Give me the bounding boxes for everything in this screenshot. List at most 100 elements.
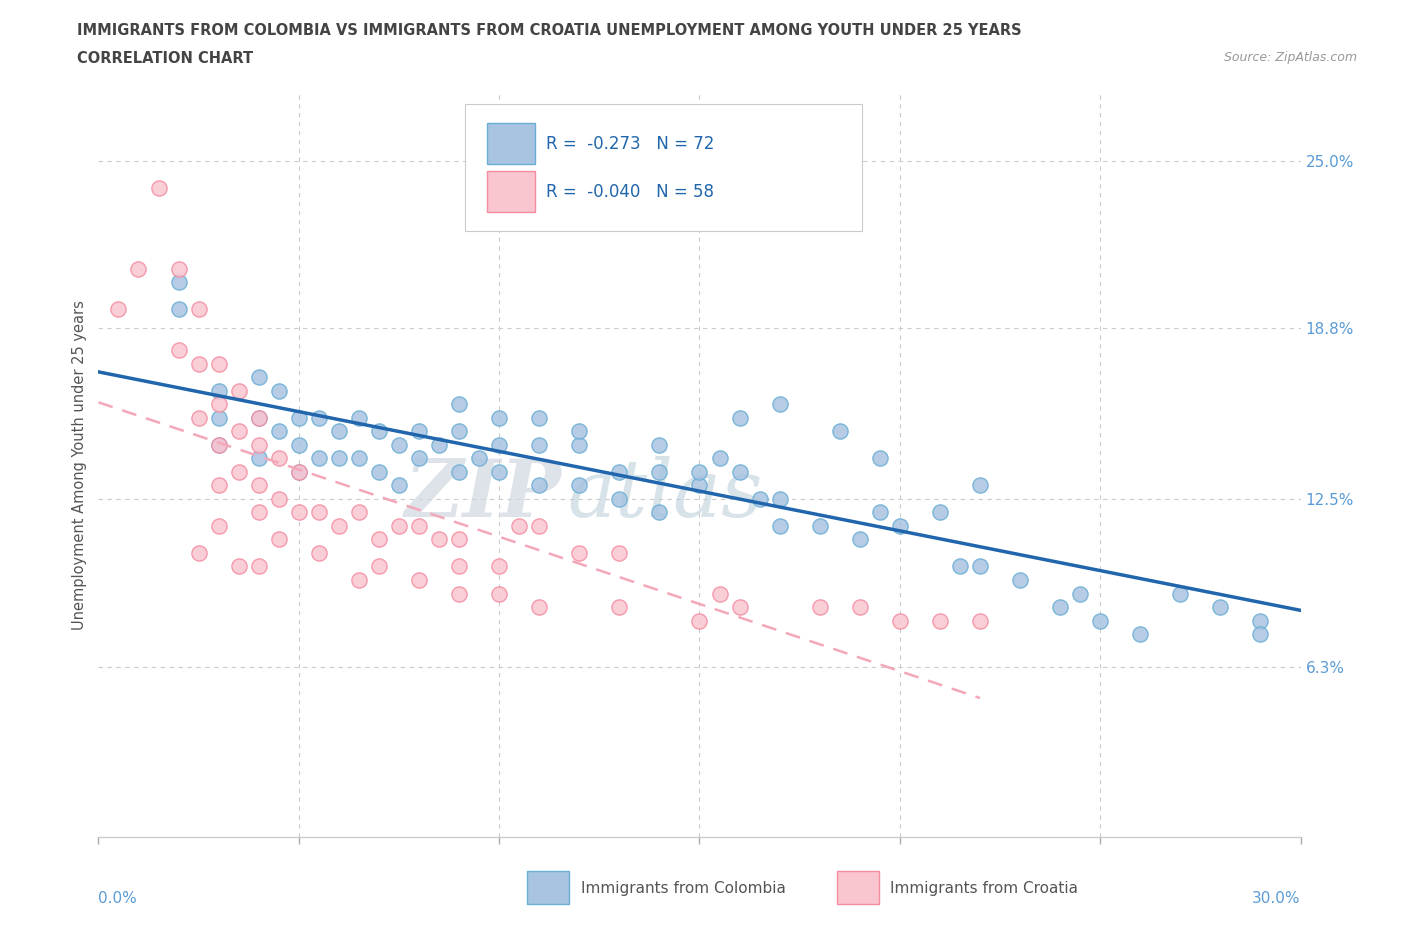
Point — [768, 518, 790, 533]
Point — [347, 410, 370, 425]
Point — [568, 546, 591, 561]
Point — [427, 532, 450, 547]
Point — [688, 613, 710, 628]
Point — [969, 613, 991, 628]
Point — [228, 559, 250, 574]
Point — [688, 464, 710, 479]
Point — [869, 451, 891, 466]
Point — [1250, 613, 1272, 628]
Point — [308, 451, 330, 466]
Point — [247, 410, 270, 425]
Point — [208, 356, 231, 371]
Point — [288, 505, 311, 520]
Point — [1250, 627, 1272, 642]
Point — [208, 383, 231, 398]
Point — [267, 491, 290, 506]
Point — [869, 505, 891, 520]
Point — [447, 397, 470, 412]
Y-axis label: Unemployment Among Youth under 25 years: Unemployment Among Youth under 25 years — [72, 300, 87, 630]
Point — [388, 518, 411, 533]
Point — [488, 410, 510, 425]
Point — [167, 261, 190, 276]
Point — [167, 342, 190, 357]
Point — [347, 505, 370, 520]
Point — [929, 505, 952, 520]
Point — [368, 464, 391, 479]
Point — [247, 410, 270, 425]
Point — [529, 518, 551, 533]
Point — [308, 410, 330, 425]
Point — [347, 451, 370, 466]
Point — [808, 600, 831, 615]
Point — [748, 491, 770, 506]
Point — [408, 424, 430, 439]
Point — [488, 437, 510, 452]
Point — [728, 600, 751, 615]
Point — [107, 302, 129, 317]
Point — [148, 180, 170, 195]
Point — [267, 532, 290, 547]
Point — [728, 410, 751, 425]
Point — [167, 275, 190, 290]
Point — [1209, 600, 1232, 615]
Point — [1170, 586, 1192, 601]
Point — [308, 546, 330, 561]
Point — [267, 451, 290, 466]
Point — [709, 451, 731, 466]
Point — [228, 464, 250, 479]
Point — [508, 518, 530, 533]
Point — [208, 397, 231, 412]
Point — [267, 383, 290, 398]
Point — [488, 464, 510, 479]
Text: CORRELATION CHART: CORRELATION CHART — [77, 51, 253, 66]
Text: IMMIGRANTS FROM COLOMBIA VS IMMIGRANTS FROM CROATIA UNEMPLOYMENT AMONG YOUTH UND: IMMIGRANTS FROM COLOMBIA VS IMMIGRANTS F… — [77, 23, 1022, 38]
Point — [288, 410, 311, 425]
Point — [328, 424, 350, 439]
Text: 0.0%: 0.0% — [98, 891, 138, 906]
Point — [529, 478, 551, 493]
Point — [368, 532, 391, 547]
Point — [949, 559, 972, 574]
Point — [609, 600, 631, 615]
FancyBboxPatch shape — [465, 104, 862, 231]
Text: R =  -0.040   N = 58: R = -0.040 N = 58 — [546, 183, 714, 201]
Text: R =  -0.273   N = 72: R = -0.273 N = 72 — [546, 135, 714, 153]
Point — [969, 559, 991, 574]
Point — [768, 397, 790, 412]
Point — [568, 478, 591, 493]
Point — [247, 451, 270, 466]
Point — [267, 424, 290, 439]
Point — [167, 302, 190, 317]
Point — [247, 505, 270, 520]
Point — [208, 518, 231, 533]
Point — [529, 410, 551, 425]
Point — [447, 464, 470, 479]
Point — [648, 505, 671, 520]
Point — [447, 559, 470, 574]
Point — [609, 546, 631, 561]
Text: ZIP: ZIP — [405, 456, 561, 534]
Point — [187, 410, 209, 425]
Point — [247, 478, 270, 493]
Point — [427, 437, 450, 452]
Point — [328, 518, 350, 533]
Point — [688, 478, 710, 493]
Point — [728, 464, 751, 479]
Point — [609, 464, 631, 479]
Point — [228, 383, 250, 398]
Point — [808, 518, 831, 533]
Point — [308, 505, 330, 520]
Point — [969, 478, 991, 493]
Text: Immigrants from Croatia: Immigrants from Croatia — [890, 881, 1078, 896]
Point — [447, 424, 470, 439]
Point — [347, 573, 370, 588]
Point — [768, 491, 790, 506]
Point — [187, 356, 209, 371]
Point — [648, 464, 671, 479]
Point — [288, 437, 311, 452]
Point — [447, 532, 470, 547]
FancyBboxPatch shape — [486, 123, 534, 164]
Point — [247, 437, 270, 452]
Point — [1010, 573, 1032, 588]
Point — [849, 600, 872, 615]
